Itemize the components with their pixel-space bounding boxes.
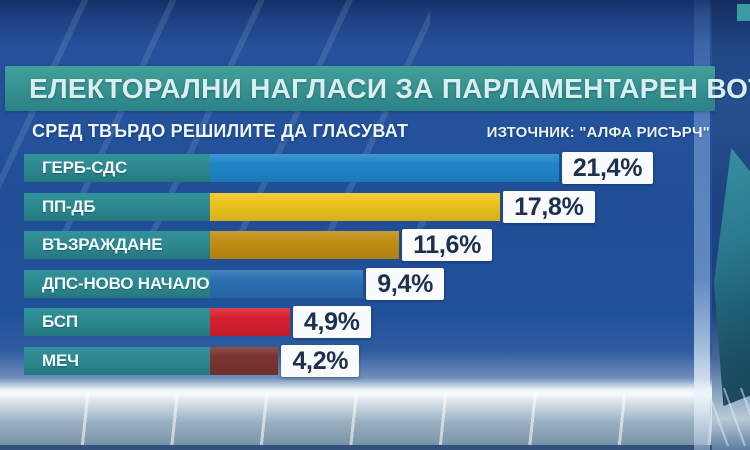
party-label-plate: БСП <box>24 308 210 336</box>
value-box: 9,4% <box>366 267 445 300</box>
party-name: ВЪЗРАЖДАНЕ <box>42 235 163 254</box>
party-bar <box>210 346 279 375</box>
party-label-plate: МЕЧ <box>24 346 210 375</box>
party-label-plate: ПП-ДБ <box>24 192 210 221</box>
party-name: БСП <box>42 312 78 331</box>
value-box: 4,9% <box>292 306 371 338</box>
title-banner: ЕЛЕКТОРАЛНИ НАГЛАСИ ЗА ПАРЛАМЕНТАРЕН ВОТ <box>5 66 750 111</box>
corner-accent <box>737 4 750 21</box>
studio-panel-streaks <box>712 388 750 446</box>
studio-glass-edge-highlight <box>694 0 710 450</box>
value-box: 11,6% <box>402 229 493 261</box>
party-row: ГЕРБ-СДС 21,4% <box>0 152 750 184</box>
value-box: 21,4% <box>561 152 654 184</box>
party-bar <box>210 231 400 259</box>
party-row: ВЪЗРАЖДАНЕ 11,6% <box>0 229 750 261</box>
party-name: ГЕРБ-СДС <box>42 158 128 177</box>
party-bar <box>210 308 290 336</box>
party-row: ДПС-НОВО НАЧАЛО 9,4% <box>0 267 750 300</box>
source-credit: ИЗТОЧНИК: "АЛФА РИСЪРЧ" <box>486 124 710 141</box>
party-name: МЕЧ <box>42 350 79 370</box>
value-box: 17,8% <box>503 190 595 223</box>
studio-floor-edge <box>0 445 750 450</box>
party-row: МЕЧ 4,2% <box>0 344 750 377</box>
page-title: ЕЛЕКТОРАЛНИ НАГЛАСИ ЗА ПАРЛАМЕНТАРЕН ВОТ <box>29 72 750 104</box>
party-row: БСП 4,9% <box>0 306 750 338</box>
party-label-plate: ДПС-НОВО НАЧАЛО <box>24 269 210 298</box>
value-box: 4,2% <box>281 344 360 377</box>
party-bar <box>210 269 364 298</box>
party-label-plate: ВЪЗРАЖДАНЕ <box>24 231 210 259</box>
party-name: ПП-ДБ <box>42 196 96 216</box>
chart-subtitle: СРЕД ТВЪРДО РЕШИЛИТЕ ДА ГЛАСУВАТ <box>32 121 409 141</box>
party-name: ДПС-НОВО НАЧАЛО <box>42 273 210 293</box>
party-row: ПП-ДБ 17,8% <box>0 190 750 223</box>
party-bar <box>210 154 559 182</box>
studio-floor-lines <box>0 392 750 446</box>
party-label-plate: ГЕРБ-СДС <box>24 154 210 182</box>
party-bar <box>210 192 501 221</box>
